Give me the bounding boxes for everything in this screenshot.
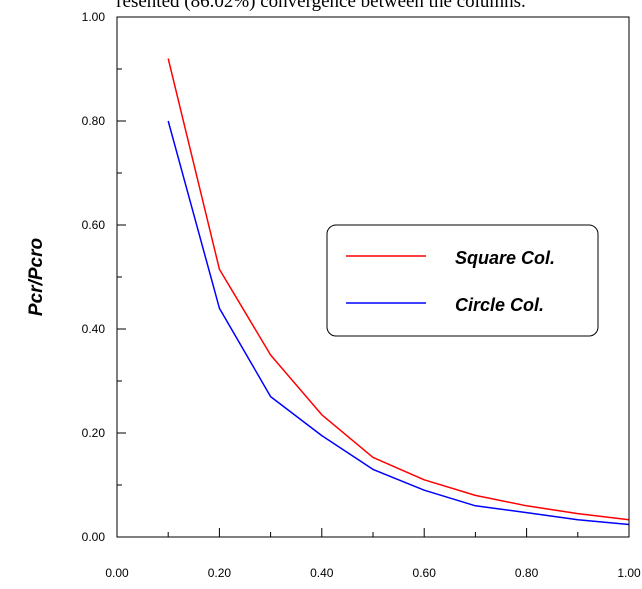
y-axis-title: Pcr/Pcro [26, 238, 47, 316]
series-line-circle-col [167, 120, 630, 526]
legend-label-circle: Circle Col. [455, 295, 544, 315]
series-line-square-col [167, 58, 630, 521]
legend: Square Col. Circle Col. [326, 224, 599, 337]
y-tick-label: 0.60 [82, 218, 106, 232]
y-tick-label: 0.80 [82, 114, 106, 128]
x-tick-label: 0.00 [105, 566, 129, 580]
x-tick-label: 0.40 [310, 566, 334, 580]
y-tick-label: 1.00 [82, 10, 106, 24]
y-tick-label: 0.20 [82, 426, 106, 440]
x-tick-label: 0.60 [413, 566, 437, 580]
plot-frame [116, 16, 630, 538]
legend-label-square: Square Col. [455, 248, 555, 268]
caption-text-fragment: resented (86.02%) convergence between th… [116, 0, 526, 12]
legend-box [326, 224, 599, 337]
x-tick-label: 1.00 [617, 566, 641, 580]
x-tick-label: 0.80 [515, 566, 539, 580]
y-tick-label: 0.00 [82, 530, 106, 544]
y-tick-label: 0.40 [82, 322, 106, 336]
x-tick-label: 0.20 [208, 566, 232, 580]
